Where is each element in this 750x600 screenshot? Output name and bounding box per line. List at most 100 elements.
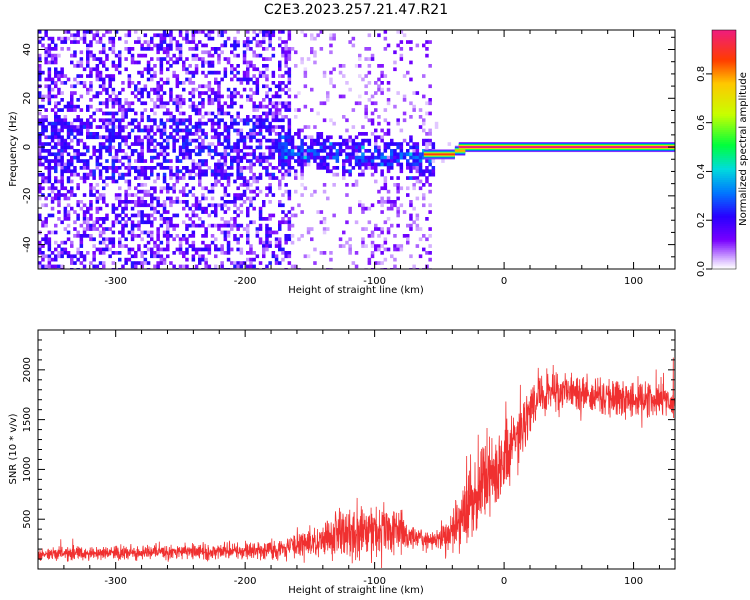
spectrogram-cell xyxy=(386,155,391,160)
spectrogram-cell xyxy=(182,118,186,123)
spectrogram-cell xyxy=(159,47,164,51)
spectrogram-cell xyxy=(41,149,45,153)
spectrogram-cell xyxy=(175,40,180,44)
colorbar-step xyxy=(712,149,736,153)
spectrogram-cell xyxy=(258,70,263,75)
spectrogram-cell xyxy=(166,118,170,123)
spectrogram-cell xyxy=(204,60,208,65)
spectrogram-cell xyxy=(182,145,186,150)
spectrogram-cell xyxy=(236,128,240,133)
spectrogram-cell xyxy=(428,132,432,136)
spectrogram-cell xyxy=(287,108,292,112)
spectrogram-cell xyxy=(102,81,106,85)
spectrogram-cell xyxy=(134,40,138,44)
spectrogram-cell xyxy=(383,30,388,34)
spectrogram-cell xyxy=(47,162,52,167)
spectrogram-cell xyxy=(313,261,317,265)
spectrogram-cell xyxy=(367,149,372,153)
spectrogram-cell xyxy=(134,84,138,89)
spectrogram-cell xyxy=(281,220,285,225)
spectrogram-cell xyxy=(114,206,119,211)
colorbar-tick-label: 0.8 xyxy=(696,66,707,82)
spectrogram-cell xyxy=(156,155,160,160)
spectrogram-cell xyxy=(230,223,234,228)
spectrogram-cell xyxy=(70,257,74,262)
spectrogram-cell xyxy=(201,138,205,143)
spectrogram-cell xyxy=(367,81,372,85)
spectrogram-cell xyxy=(287,104,292,109)
spectrogram-cell xyxy=(361,244,365,248)
spectrogram-cell xyxy=(114,220,119,225)
spectrogram-cell xyxy=(230,166,234,170)
spectrogram-cell xyxy=(182,220,186,225)
spectrogram-cell xyxy=(108,77,112,82)
spectrogram-cell xyxy=(380,210,384,214)
spectrogram-cell xyxy=(92,172,96,177)
spectrogram-cell xyxy=(274,166,279,170)
spectrogram-cell xyxy=(137,189,141,194)
spectrogram-cell xyxy=(204,210,208,214)
spectrogram-cell xyxy=(246,43,250,48)
spectrogram-cell xyxy=(175,104,180,109)
spectrogram-cell xyxy=(434,121,439,126)
spectrogram-cell xyxy=(146,217,151,221)
spectrogram-cell xyxy=(143,108,148,112)
spectrogram-cell xyxy=(265,84,269,89)
spectrogram-cell xyxy=(278,87,282,92)
spectrogram-cell xyxy=(396,159,400,163)
spectrogram-cell xyxy=(73,220,77,225)
spectrogram-cell xyxy=(226,166,231,170)
spectrogram-cell xyxy=(348,155,352,160)
spectrogram-cell xyxy=(396,247,400,252)
spectrogram-cell xyxy=(191,203,196,208)
spectrogram-cell xyxy=(348,237,352,242)
spectrogram-cell xyxy=(354,149,359,153)
spectrogram-cell xyxy=(44,60,48,65)
spectrogram-cell xyxy=(50,257,55,262)
spectrogram-cell xyxy=(380,81,384,85)
spectrogram-cell xyxy=(399,40,404,44)
spectrogram-cell xyxy=(246,251,250,255)
spectrogram-cell xyxy=(159,203,164,208)
spectrogram-cell xyxy=(191,193,196,197)
spectrogram-cell xyxy=(146,149,151,153)
spectrogram-cell xyxy=(140,53,144,58)
spectrogram-cell xyxy=(60,254,64,259)
spectrogram-cell xyxy=(198,159,202,163)
spectrogram-cell xyxy=(146,40,151,44)
spectrogram-cell xyxy=(86,162,90,167)
spectrogram-cell xyxy=(258,176,263,180)
spectrogram-cell xyxy=(143,261,148,265)
spectrogram-cell xyxy=(204,206,208,211)
spectrogram-cell xyxy=(226,230,231,235)
spectrogram-cell xyxy=(121,87,125,92)
spectrogram-cell xyxy=(265,227,269,231)
spectrogram-cell xyxy=(281,135,285,140)
spectrogram-cell xyxy=(44,128,48,133)
spectrogram-cell xyxy=(226,60,231,65)
spectrogram-cell xyxy=(322,159,327,163)
spectrogram-cell xyxy=(207,142,212,146)
spectrogram-cell xyxy=(98,196,103,201)
spectrogram-cell xyxy=(329,118,333,123)
spectrogram-cell xyxy=(207,94,212,99)
colorbar-step xyxy=(712,31,736,35)
spectrogram-cell xyxy=(342,138,346,143)
spectrogram-cell xyxy=(230,200,234,204)
spectrogram-cell xyxy=(425,138,429,143)
spectrogram-cell xyxy=(66,142,71,146)
spectrogram-cell xyxy=(137,196,141,201)
spectrogram-cell xyxy=(175,132,180,136)
spectrogram-cell xyxy=(54,162,58,167)
spectrogram-cell xyxy=(175,179,180,184)
spectrogram-cell xyxy=(214,206,218,211)
spectrogram-cell xyxy=(188,91,192,95)
spectrogram-cell xyxy=(281,101,285,106)
spectrogram-cell xyxy=(278,155,282,160)
spectrogram-cell xyxy=(380,200,384,204)
spectrogram-cell xyxy=(258,261,263,265)
spectrogram-cell xyxy=(268,230,272,235)
spectrogram-cell xyxy=(105,125,109,129)
spectrogram-cell xyxy=(108,40,112,44)
spectrogram-cell xyxy=(73,53,77,58)
